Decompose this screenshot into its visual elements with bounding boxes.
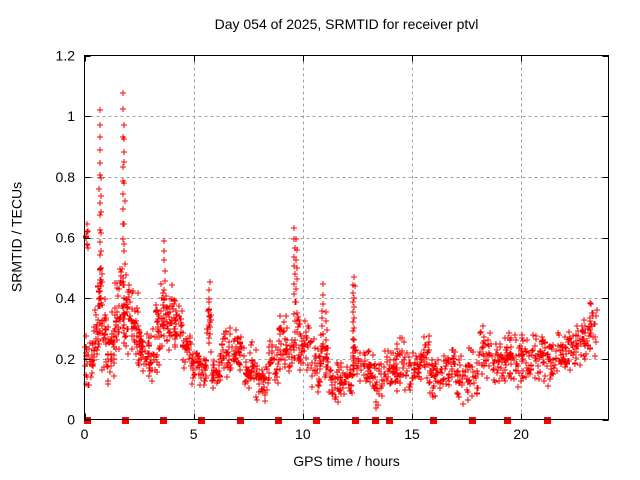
x-tick-label: 10: [295, 426, 311, 442]
y-tick-label: 1: [67, 108, 75, 124]
y-tick-label: 1.2: [56, 48, 76, 64]
y-tick-label: 0: [67, 412, 75, 428]
zero-markers: [84, 417, 551, 424]
y-axis-label: SRMTID / TECUs: [8, 181, 25, 293]
x-tick-label: 0: [81, 426, 89, 442]
y-tick-label: 0.6: [56, 230, 76, 246]
chart-title: Day 054 of 2025, SRMTID for receiver ptv…: [214, 16, 479, 32]
data-points: [82, 90, 600, 411]
x-tick-label: 20: [513, 426, 529, 442]
x-tick-label: 5: [190, 426, 198, 442]
x-tick-label: 15: [404, 426, 420, 442]
y-tick-label: 0.8: [56, 169, 76, 185]
grid-lines: [84, 55, 609, 420]
x-tick-labels: 0 5 10 15 20: [81, 426, 530, 442]
plot-frame: [84, 55, 609, 420]
x-axis-label: GPS time / hours: [293, 453, 400, 469]
y-tick-label: 0.2: [56, 351, 76, 367]
tick-marks: [84, 55, 609, 421]
y-tick-label: 0.4: [56, 290, 76, 306]
y-tick-labels: 0 0.2 0.4 0.6 0.8 1 1.2: [56, 48, 76, 428]
